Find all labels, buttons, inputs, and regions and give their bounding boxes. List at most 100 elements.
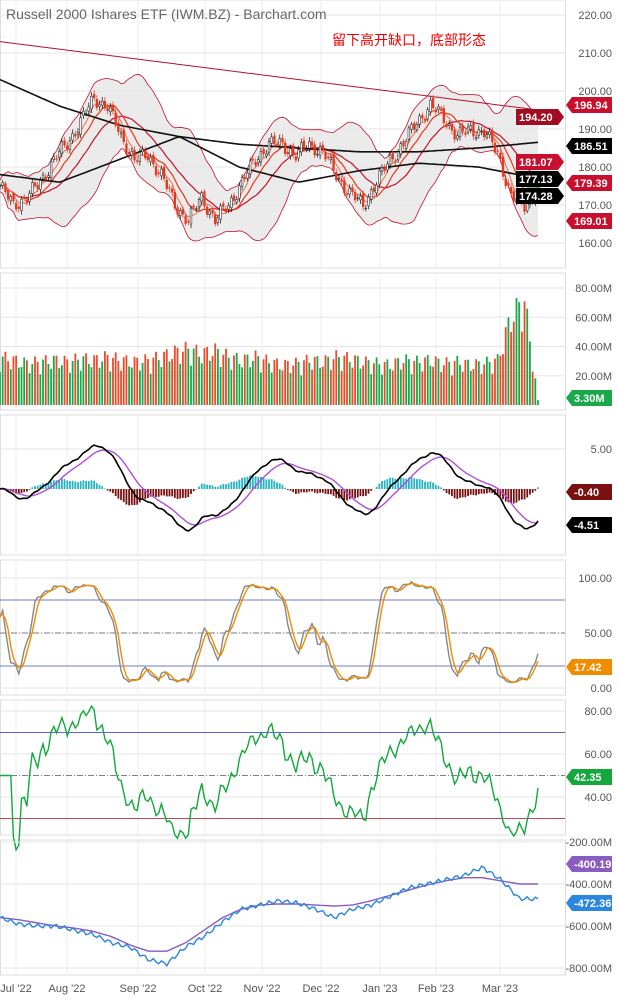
volume-bar xyxy=(475,359,478,405)
macd-histogram-bar xyxy=(106,489,109,491)
macd-histogram-bar xyxy=(179,489,182,499)
stoch-y-tick-label: 100.00 xyxy=(578,573,612,585)
candle xyxy=(453,130,456,140)
candle xyxy=(254,161,257,166)
macd-histogram-bar xyxy=(456,489,459,499)
volume-bar xyxy=(168,361,171,405)
rsi-y-tick-label: 60.00 xyxy=(584,749,612,761)
chart-title: Russell 2000 Ishares ETF (IWM.BZ) - Barc… xyxy=(6,6,327,22)
candle xyxy=(187,221,190,223)
macd-histogram-bar xyxy=(63,479,66,489)
stoch-panel-frame xyxy=(0,559,566,696)
volume-bar xyxy=(480,373,483,405)
candle xyxy=(305,149,308,151)
price-badge-bg xyxy=(566,138,612,154)
macd-histogram-bar xyxy=(104,488,106,489)
macd-histogram-bar xyxy=(163,489,165,496)
candle xyxy=(426,109,429,120)
candle xyxy=(496,150,499,152)
volume-y-tick-label: 60.00M xyxy=(575,312,612,324)
macd-histogram-bar xyxy=(155,489,157,497)
volume-bar xyxy=(17,367,20,405)
candle xyxy=(273,135,276,145)
candle xyxy=(101,100,104,106)
macd-histogram-bar xyxy=(17,489,20,495)
candle xyxy=(259,151,263,163)
macd-histogram-bar xyxy=(128,489,131,506)
macd-histogram-bar xyxy=(211,485,214,489)
macd-histogram-bar xyxy=(335,489,338,498)
macd-histogram-bar xyxy=(273,480,276,489)
volume-bar xyxy=(0,372,1,405)
macd-histogram-bar xyxy=(114,489,117,496)
volume-bar xyxy=(55,355,58,405)
stoch-d-line xyxy=(0,582,539,683)
macd-histogram-bar xyxy=(469,489,472,495)
obv-y-tick-label: -800.00M xyxy=(566,963,612,975)
price-badge: 174.28 xyxy=(516,188,564,204)
volume-bar xyxy=(52,355,55,405)
candle xyxy=(224,208,228,212)
volume-bar xyxy=(383,361,386,405)
macd-histogram-bar xyxy=(529,489,531,495)
macd-histogram-bar xyxy=(300,489,303,493)
volume-bar xyxy=(405,354,408,405)
volume-bar xyxy=(101,361,104,405)
price-badge-label: 177.13 xyxy=(519,174,553,186)
candle xyxy=(345,193,349,195)
candle xyxy=(4,183,7,192)
volume-bar xyxy=(432,366,434,405)
volume-bar xyxy=(257,356,260,405)
volume-bar xyxy=(179,363,182,405)
price-badge: 194.20 xyxy=(516,109,564,125)
macd-histogram-bar xyxy=(79,481,82,489)
candle xyxy=(351,187,354,192)
candle xyxy=(485,134,489,138)
macd-histogram-bar xyxy=(71,480,74,489)
macd-histogram-bar xyxy=(472,489,475,496)
candle xyxy=(394,160,397,163)
candle xyxy=(230,197,233,208)
macd-histogram-bar xyxy=(362,489,365,497)
candle xyxy=(9,196,12,202)
volume-bar xyxy=(171,359,174,405)
volume-bar xyxy=(319,367,322,405)
candle xyxy=(289,148,292,156)
volume-bar xyxy=(219,366,222,405)
volume-bar xyxy=(138,370,141,405)
macd-histogram-bar xyxy=(87,480,90,489)
candle xyxy=(195,208,198,210)
volume-bar xyxy=(343,355,346,405)
volume-bar xyxy=(230,369,233,405)
volume-bar xyxy=(338,357,340,405)
volume-bar xyxy=(305,354,308,405)
price-badge-label: 194.20 xyxy=(519,112,553,124)
volume-bar xyxy=(184,341,187,405)
candle xyxy=(378,170,381,185)
volume-y-tick-label: 20.00M xyxy=(575,371,612,383)
volume-y-tick-label: 80.00M xyxy=(575,283,612,295)
candle xyxy=(480,130,483,132)
volume-bar xyxy=(203,348,206,405)
volume-bar xyxy=(510,332,512,405)
volume-bar xyxy=(122,357,125,405)
obv-badge: -472.36M xyxy=(566,895,618,911)
macd-histogram-bar xyxy=(109,489,112,492)
candle xyxy=(66,145,69,150)
obv-ma-line xyxy=(0,877,538,952)
candle xyxy=(12,194,15,202)
candle xyxy=(423,118,427,121)
volume-bar xyxy=(464,360,467,405)
volume-bar xyxy=(104,351,106,405)
candle xyxy=(464,132,467,135)
candle xyxy=(133,149,136,161)
volume-bar xyxy=(82,356,85,405)
candle xyxy=(184,215,187,224)
candle xyxy=(507,183,510,186)
volume-bar xyxy=(295,357,297,405)
candle xyxy=(448,123,451,127)
volume-bar xyxy=(98,367,101,405)
price-badge-label: 196.94 xyxy=(574,100,609,112)
volume-bar xyxy=(284,359,287,405)
obv-y-tick-label: -400.00M xyxy=(566,879,612,891)
